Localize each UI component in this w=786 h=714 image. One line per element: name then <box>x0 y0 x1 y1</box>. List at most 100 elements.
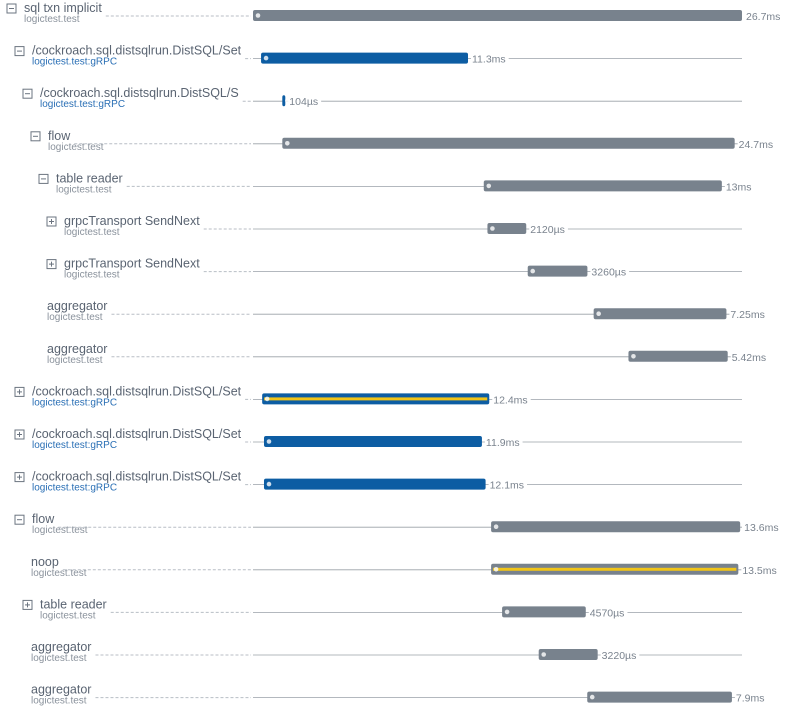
expand-toggle[interactable] <box>22 88 33 99</box>
span-bar[interactable] <box>263 436 482 447</box>
span-start-dot <box>266 439 272 444</box>
expand-toggle[interactable] <box>14 472 25 483</box>
span-duration: 104µs <box>289 96 318 108</box>
span-bar[interactable] <box>587 691 732 703</box>
expand-toggle[interactable] <box>14 386 25 397</box>
span-start-dot <box>493 524 499 529</box>
span-highlight <box>264 397 488 401</box>
span-service: logictest.test <box>47 312 103 323</box>
span-bar[interactable] <box>491 521 741 533</box>
span-name: aggregator <box>31 683 91 697</box>
span-duration: 3220µs <box>602 650 637 662</box>
span-row[interactable]: /cockroach.sql.distsqlrun.DistSQL/Slogic… <box>22 86 742 110</box>
span-bar[interactable] <box>527 265 588 277</box>
span-duration: 26.7ms <box>746 11 780 23</box>
span-start-dot <box>596 311 601 317</box>
span-name: flow <box>48 129 71 143</box>
duration-bg <box>488 476 528 491</box>
span-start-dot <box>530 268 536 274</box>
span-service: logictest.test <box>31 696 87 707</box>
span-name: grpcTransport SendNext <box>64 214 200 228</box>
span-duration: 24.7ms <box>739 139 773 151</box>
span-name: aggregator <box>47 299 107 313</box>
span-duration: 4570µs <box>590 607 625 619</box>
span-start-dot <box>589 694 595 700</box>
span-bar[interactable] <box>261 52 469 64</box>
span-row[interactable]: /cockroach.sql.distsqlrun.DistSQL/Setlog… <box>14 470 742 494</box>
expand-toggle[interactable] <box>22 599 33 610</box>
span-duration: 7.25ms <box>730 309 764 321</box>
span-service: logictest.test <box>56 184 112 195</box>
span-bar[interactable] <box>282 95 286 107</box>
span-bar[interactable] <box>487 223 527 234</box>
span-name: /cockroach.sql.distsqlrun.DistSQL/Set <box>32 427 242 441</box>
expand-toggle[interactable] <box>6 3 17 14</box>
span-start-dot <box>504 609 510 615</box>
expand-toggle[interactable] <box>46 216 57 227</box>
span-duration: 7.9ms <box>736 693 765 705</box>
span-service: logictest.test <box>47 355 103 366</box>
duration-bg <box>588 604 628 619</box>
span-row[interactable]: /cockroach.sql.distsqlrun.DistSQL/Setlog… <box>14 384 742 408</box>
duration-bg <box>737 135 777 150</box>
span-duration: 11.3ms <box>472 54 506 66</box>
span-bar[interactable] <box>263 478 486 490</box>
span-start-dot <box>285 141 290 146</box>
expand-toggle[interactable] <box>46 259 57 270</box>
expand-toggle[interactable] <box>38 173 49 184</box>
expand-toggle[interactable] <box>14 429 25 440</box>
span-service: logictest.test <box>31 568 87 579</box>
span-bar[interactable] <box>538 649 598 660</box>
span-service: logictest.test:gRPC <box>32 397 117 408</box>
span-name: /cockroach.sql.distsqlrun.DistSQL/Set <box>32 44 242 58</box>
span-start-dot <box>264 396 270 402</box>
span-bar[interactable] <box>282 137 735 149</box>
span-service: logictest.test <box>40 610 96 621</box>
span-service: logictest.test <box>24 14 80 25</box>
span-row[interactable]: /cockroach.sql.distsqlrun.DistSQL/Setlog… <box>14 44 742 68</box>
duration-bg <box>730 348 770 363</box>
span-service: logictest.test:gRPC <box>32 483 117 494</box>
expand-toggle[interactable] <box>14 514 25 525</box>
span-bar[interactable] <box>628 350 728 362</box>
span-service: logictest.test <box>48 142 104 153</box>
expand-toggle[interactable] <box>14 46 25 57</box>
span-bar[interactable] <box>593 308 727 320</box>
duration-bg <box>600 647 640 661</box>
expand-toggle[interactable] <box>30 131 41 142</box>
duration-bg <box>529 221 568 235</box>
span-service: logictest.test <box>32 525 88 536</box>
span-row[interactable]: /cockroach.sql.distsqlrun.DistSQL/Setlog… <box>14 427 742 451</box>
span-name: table reader <box>56 171 123 185</box>
span-name: table reader <box>40 597 107 611</box>
span-bar[interactable] <box>483 180 722 192</box>
span-label: /cockroach.sql.distsqlrun.DistSQL/Setlog… <box>32 470 242 494</box>
span-bar[interactable] <box>253 10 742 21</box>
span-service: logictest.test:gRPC <box>32 440 117 451</box>
span-label: /cockroach.sql.distsqlrun.DistSQL/Slogic… <box>40 86 239 110</box>
span-duration: 3260µs <box>591 267 626 279</box>
span-duration: 2120µs <box>530 224 565 236</box>
span-name: flow <box>32 512 55 526</box>
span-bar[interactable] <box>502 606 586 618</box>
